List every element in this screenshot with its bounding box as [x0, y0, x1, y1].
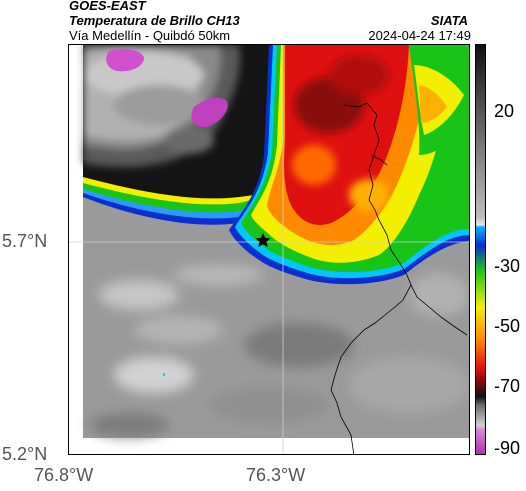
satellite-title: GOES-EAST	[69, 0, 146, 13]
colorbar-tick-minus90: -90	[494, 438, 521, 458]
lon-label-76-3W: 76.3°W	[246, 465, 306, 485]
colorbar-scale	[476, 45, 485, 454]
convective-cell	[229, 45, 469, 285]
lat-label-5-2N: 5.2°N	[2, 444, 48, 464]
product-title: Temperatura de Brillo CH13	[69, 13, 240, 28]
clear-sky-texture	[89, 125, 469, 437]
colorbar-tick-minus50: -50	[494, 316, 521, 336]
datetime-label: 2024-04-24 17:49	[368, 28, 471, 43]
org-label: SIATA	[430, 13, 468, 28]
star-marker	[255, 233, 271, 247]
colorbar-tick-minus70: -70	[494, 376, 521, 396]
colorbar-tick-20: 20	[494, 101, 515, 121]
route-subtitle: Vía Medellín - Quibdó 50km	[69, 28, 231, 43]
coastline-border	[330, 102, 412, 454]
lat-label-5-7N: 5.7°N	[2, 231, 48, 251]
admin-border	[410, 284, 468, 336]
brightness-temperature-map	[68, 44, 470, 455]
magenta-cold-top	[106, 49, 145, 72]
map-canvas	[69, 45, 469, 454]
colorbar-tick-minus30: -30	[494, 256, 521, 276]
temperature-colorbar	[475, 44, 486, 455]
lon-label-76-8W: 76.8°W	[34, 465, 94, 485]
